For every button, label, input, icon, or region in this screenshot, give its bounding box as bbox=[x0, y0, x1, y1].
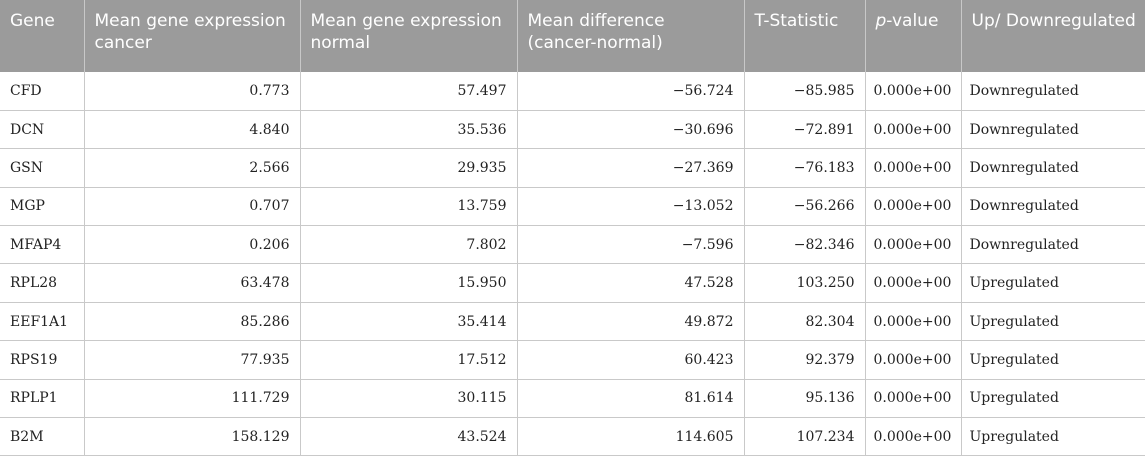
gene-cell: EEF1A1 bbox=[0, 301, 85, 342]
mean-normal-cell: 17.512 bbox=[299, 340, 518, 380]
mean-difference-cell: 81.614 bbox=[516, 378, 745, 419]
gene-cell: MFAP4 bbox=[0, 225, 85, 265]
header-row: Gene Mean gene expression cancer Mean ge… bbox=[0, 0, 1145, 72]
header-mean-normal: Mean gene expression normal bbox=[300, 0, 518, 72]
regulation-cell: Upregulated bbox=[960, 263, 1145, 303]
p-value-cell: 0.000e+00 bbox=[864, 109, 962, 150]
p-value-cell: 0.000e+00 bbox=[864, 148, 962, 188]
t-statistic-cell: 82.304 bbox=[743, 301, 866, 342]
t-statistic-cell: −82.346 bbox=[743, 225, 866, 265]
regulation-cell: Upregulated bbox=[960, 340, 1145, 380]
t-statistic-cell: −76.183 bbox=[743, 148, 866, 188]
table-body: CFD 0.773 57.497 −56.724 −85.985 0.000e+00 Dow… bbox=[0, 72, 1145, 456]
t-statistic-cell: −72.891 bbox=[743, 109, 866, 150]
table-header: Gene Mean gene expression cancer Mean ge… bbox=[0, 0, 1145, 72]
mean-difference-cell: −7.596 bbox=[516, 225, 745, 265]
regulation-cell: Upregulated bbox=[960, 417, 1145, 456]
gene-cell: GSN bbox=[0, 148, 85, 188]
regulation-cell: Downregulated bbox=[960, 109, 1145, 150]
gene-cell: DCN bbox=[0, 109, 85, 150]
header-gene: Gene bbox=[0, 0, 85, 72]
regulation-cell: Upregulated bbox=[960, 301, 1145, 342]
mean-cancer-cell: 0.773 bbox=[83, 72, 301, 111]
mean-cancer-cell: 0.206 bbox=[83, 225, 301, 265]
regulation-cell: Downregulated bbox=[960, 225, 1145, 265]
p-value-cell: 0.000e+00 bbox=[864, 263, 962, 303]
t-statistic-cell: 95.136 bbox=[743, 378, 866, 419]
regulation-cell: Downregulated bbox=[960, 186, 1145, 227]
t-statistic-cell: 107.234 bbox=[743, 417, 866, 456]
mean-difference-cell: 47.528 bbox=[516, 263, 745, 303]
table-row: EEF1A1 85.286 35.414 49.872 82.304 0.000e+00 U… bbox=[0, 301, 1145, 342]
t-statistic-cell: 92.379 bbox=[743, 340, 866, 380]
regulation-cell: Downregulated bbox=[960, 72, 1145, 111]
table-row: CFD 0.773 57.497 −56.724 −85.985 0.000e+00 Dow… bbox=[0, 72, 1145, 111]
table-row: B2M 158.129 43.524 114.605 107.234 0.000e+00 U… bbox=[0, 417, 1145, 456]
mean-difference-cell: 114.605 bbox=[516, 417, 745, 456]
mean-normal-cell: 30.115 bbox=[299, 378, 518, 419]
header-regulation: Up/ Downregulated bbox=[971, 11, 1136, 31]
table-row: DCN 4.840 35.536 −30.696 −72.891 0.000e+00 Dow… bbox=[0, 109, 1145, 150]
p-value-cell: 0.000e+00 bbox=[864, 186, 962, 227]
mean-difference-cell: 60.423 bbox=[516, 340, 745, 380]
mean-normal-cell: 57.497 bbox=[299, 72, 518, 111]
mean-difference-cell: −56.724 bbox=[516, 72, 745, 111]
mean-difference-cell: −30.696 bbox=[516, 109, 745, 150]
mean-cancer-cell: 0.707 bbox=[83, 186, 301, 227]
mean-cancer-cell: 85.286 bbox=[83, 301, 301, 342]
table-row: GSN 2.566 29.935 −27.369 −76.183 0.000e+00 Dow… bbox=[0, 148, 1145, 188]
mean-cancer-cell: 77.935 bbox=[83, 340, 301, 380]
mean-difference-cell: 49.872 bbox=[516, 301, 745, 342]
mean-normal-cell: 7.802 bbox=[299, 225, 518, 265]
mean-cancer-cell: 63.478 bbox=[83, 263, 301, 303]
mean-cancer-cell: 4.840 bbox=[83, 109, 301, 150]
gene-cell: CFD bbox=[0, 72, 85, 111]
mean-difference-cell: −13.052 bbox=[516, 186, 745, 227]
mean-normal-cell: 15.950 bbox=[299, 263, 518, 303]
p-value-cell: 0.000e+00 bbox=[864, 301, 962, 342]
p-value-cell: 0.000e+00 bbox=[864, 225, 962, 265]
header-mean-cancer: Mean gene expression cancer bbox=[84, 0, 301, 72]
mean-difference-cell: −27.369 bbox=[516, 148, 745, 188]
mean-cancer-cell: 111.729 bbox=[83, 378, 301, 419]
gene-cell: MGP bbox=[0, 186, 85, 227]
regulation-cell: Upregulated bbox=[960, 378, 1145, 419]
table-row: MGP 0.707 13.759 −13.052 −56.266 0.000e+00 Dow… bbox=[0, 186, 1145, 227]
mean-normal-cell: 29.935 bbox=[299, 148, 518, 188]
gene-cell: RPS19 bbox=[0, 340, 85, 380]
mean-normal-cell: 43.524 bbox=[299, 417, 518, 456]
gene-cell: RPLP1 bbox=[0, 378, 85, 419]
mean-cancer-cell: 158.129 bbox=[83, 417, 301, 456]
header-p-value: p-value bbox=[865, 0, 962, 72]
p-value-cell: 0.000e+00 bbox=[864, 378, 962, 419]
header-p-value-italic: p bbox=[875, 11, 887, 31]
header-p-value-suffix: -value bbox=[886, 11, 939, 31]
mean-cancer-cell: 2.566 bbox=[83, 148, 301, 188]
regulation-cell: Downregulated bbox=[960, 148, 1145, 188]
p-value-cell: 0.000e+00 bbox=[864, 340, 962, 380]
t-statistic-cell: 103.250 bbox=[743, 263, 866, 303]
mean-normal-cell: 35.536 bbox=[299, 109, 518, 150]
t-statistic-cell: −56.266 bbox=[743, 186, 866, 227]
p-value-cell: 0.000e+00 bbox=[864, 417, 962, 456]
table-row: RPS19 77.935 17.512 60.423 92.379 0.000e+00 Up… bbox=[0, 340, 1145, 380]
t-statistic-cell: −85.985 bbox=[743, 72, 866, 111]
p-value-cell: 0.000e+00 bbox=[864, 72, 962, 111]
mean-normal-cell: 13.759 bbox=[299, 186, 518, 227]
gene-cell: B2M bbox=[0, 417, 85, 456]
gene-cell: RPL28 bbox=[0, 263, 85, 303]
table-row: MFAP4 0.206 7.802 −7.596 −82.346 0.000e+00 Dow… bbox=[0, 225, 1145, 265]
header-t-statistic: T-Statistic bbox=[744, 0, 866, 72]
mean-normal-cell: 35.414 bbox=[299, 301, 518, 342]
header-mean-difference: Mean difference (cancer-normal) bbox=[517, 0, 745, 72]
table-row: RPLP1 111.729 30.115 81.614 95.136 0.000e+00 U… bbox=[0, 378, 1145, 419]
table-row: RPL28 63.478 15.950 47.528 103.250 0.000e+00 U… bbox=[0, 263, 1145, 303]
